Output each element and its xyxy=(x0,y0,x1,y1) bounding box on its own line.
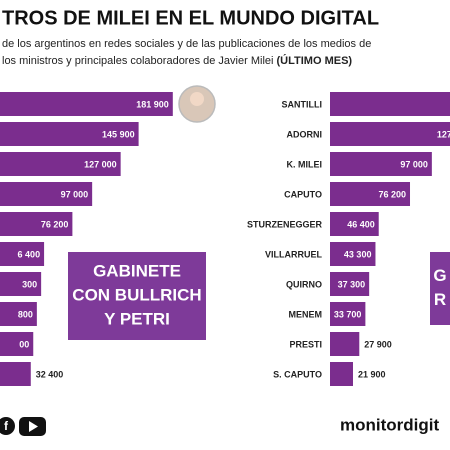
category-label: CAPUTO xyxy=(284,189,322,199)
value-label: 800 xyxy=(18,309,33,319)
value-label: 181 900 xyxy=(136,99,169,109)
bar xyxy=(330,212,379,236)
value-label: 46 400 xyxy=(347,219,375,229)
title: TROS DE MILEI EN EL MUNDO DIGITAL xyxy=(2,7,379,29)
value-label: 32 400 xyxy=(36,369,64,379)
value-label: 6 400 xyxy=(18,249,41,259)
category-label: VILLARRUEL xyxy=(265,249,322,259)
category-label: MENEM xyxy=(289,309,323,319)
category-label: ADORNI xyxy=(287,129,323,139)
bar xyxy=(0,92,173,116)
value-label: 145 900 xyxy=(102,129,135,139)
value-label: 27 900 xyxy=(364,339,392,349)
bar xyxy=(330,152,432,176)
group-label: GABINETE xyxy=(93,261,181,280)
value-label: 33 700 xyxy=(334,309,362,319)
category-label: SANTILLI xyxy=(282,99,323,109)
group-label: CON BULLRICH xyxy=(72,285,201,304)
bar xyxy=(0,182,93,206)
bar xyxy=(330,122,450,146)
facebook-f: f xyxy=(4,419,9,433)
value-label: 76 200 xyxy=(378,189,406,199)
category-label: STURZENEGGER xyxy=(247,219,323,229)
bar xyxy=(330,92,450,116)
value-label: 300 xyxy=(22,279,37,289)
bar xyxy=(330,272,370,296)
bar xyxy=(0,362,31,386)
group-label: R xyxy=(434,290,446,309)
subtitle-text: los ministros y principales colaboradore… xyxy=(2,55,273,67)
bar xyxy=(330,182,411,206)
group-box xyxy=(430,252,450,325)
bar xyxy=(0,212,73,236)
category-label: K. MILEI xyxy=(287,159,323,169)
brand: monitordigit xyxy=(340,415,439,434)
youtube-play xyxy=(29,421,38,432)
subtitle-bold: (ÚLTIMO MES) xyxy=(277,54,353,67)
group-box xyxy=(68,252,206,340)
value-label: 21 900 xyxy=(358,369,386,379)
value-label: 43 300 xyxy=(344,249,372,259)
bar xyxy=(0,332,34,356)
category-label: S. CAPUTO xyxy=(273,369,322,379)
value-label: 127 000 xyxy=(84,159,117,169)
category-label: PRESTI xyxy=(289,339,322,349)
bar xyxy=(330,332,360,356)
portrait-face xyxy=(190,92,204,106)
subtitle: los ministros y principales colaboradore… xyxy=(2,54,352,67)
bar xyxy=(0,122,139,146)
value-label: 76 200 xyxy=(41,219,69,229)
bar xyxy=(0,152,121,176)
subtitle: de los argentinos en redes sociales y de… xyxy=(2,38,371,50)
value-label: 127 0 xyxy=(437,129,450,139)
bar xyxy=(330,302,366,326)
value-label: 97 000 xyxy=(61,189,89,199)
value-label: 97 000 xyxy=(400,159,428,169)
group-label: Y PETRI xyxy=(104,309,170,328)
value-label: 37 300 xyxy=(338,279,366,289)
category-label: QUIRNO xyxy=(286,279,322,289)
bar xyxy=(0,302,37,326)
bar xyxy=(330,242,376,266)
value-label: 00 xyxy=(19,339,29,349)
group-label: G xyxy=(433,266,446,285)
bar xyxy=(0,272,42,296)
bar xyxy=(330,362,353,386)
facebook-icon xyxy=(0,417,15,435)
bar xyxy=(0,242,45,266)
